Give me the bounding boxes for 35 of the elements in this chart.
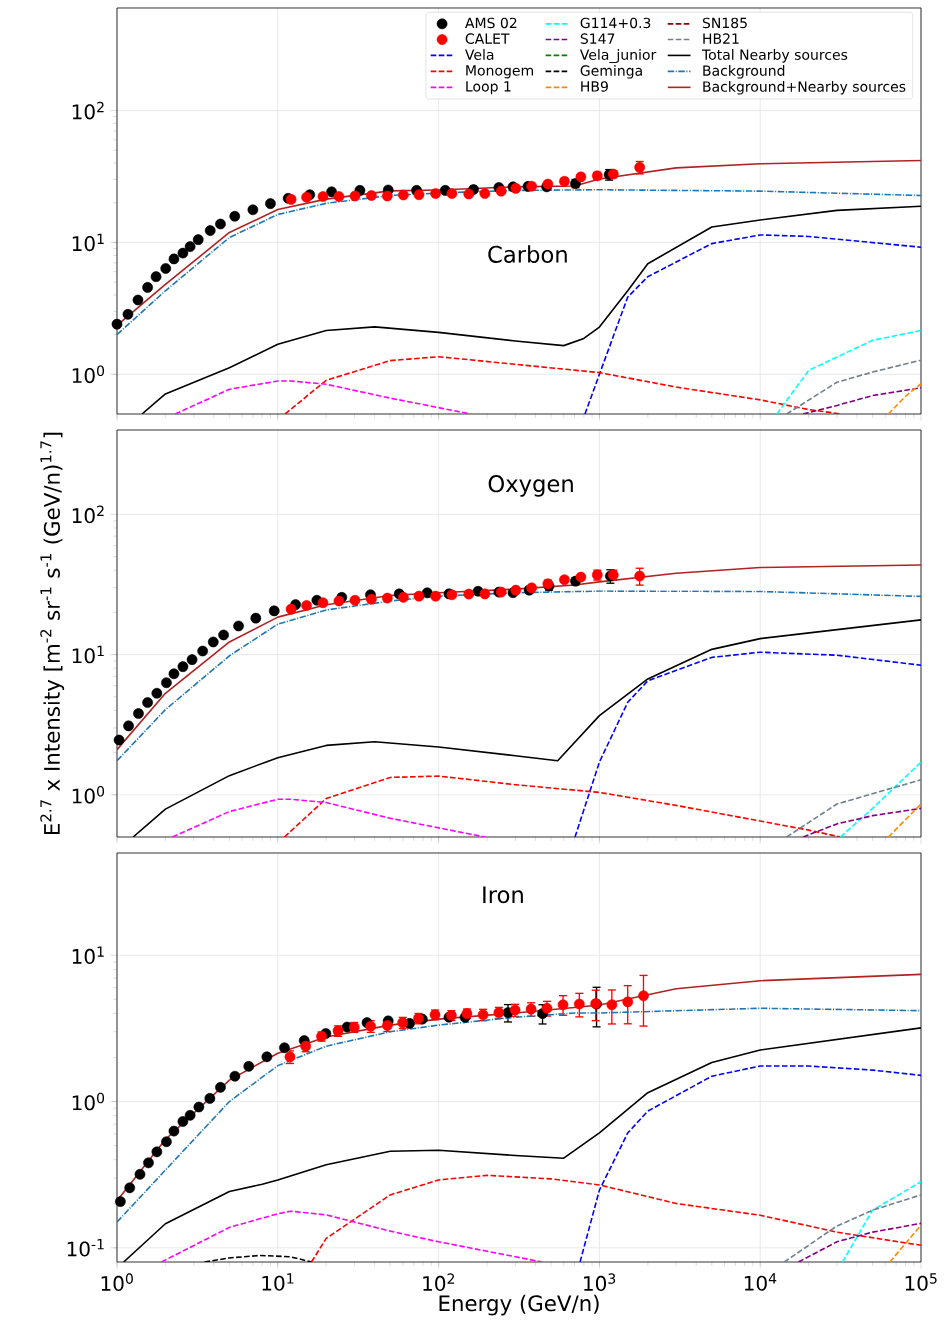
legend-label: AMS 02 bbox=[465, 17, 517, 29]
text: Oxygen bbox=[488, 475, 573, 497]
legend-label: Loop 1 bbox=[466, 81, 511, 95]
y-tick-label: 10$^{1}$ bbox=[72, 645, 104, 664]
legend-label: Vela bbox=[465, 49, 494, 60]
text: Carbon bbox=[488, 245, 567, 263]
legend-label: S147 bbox=[580, 33, 615, 44]
legend-label: Geminga bbox=[580, 65, 642, 79]
x-tick-label: 10$^{5}$ bbox=[905, 1273, 937, 1291]
x-tick-label: 10$^{2}$ bbox=[423, 1273, 455, 1291]
text: Iron bbox=[483, 886, 523, 904]
legend-label: CALET bbox=[465, 33, 510, 44]
x-tick-label: 10$^{0}$ bbox=[101, 1273, 133, 1291]
legend-label: Monogem bbox=[466, 65, 533, 79]
y-tick-label: 10$^{0}$ bbox=[72, 1092, 105, 1111]
x-axis-title: Energy (GeV/n) bbox=[439, 1294, 599, 1316]
y-tick-label: 10$^{2}$ bbox=[72, 101, 104, 120]
y-tick-label: 10$^{-1}$ bbox=[67, 1239, 104, 1257]
legend-label: HB9 bbox=[581, 81, 608, 92]
text: E$^{2.7}$ x Intensity [m$^{-2}$ sr$^{-1}$ s$^{-1}$ (GeV/n)$^{1.7}$] bbox=[40, 432, 65, 834]
y-tick-label: 10$^{2}$ bbox=[72, 505, 104, 524]
y-tick-label: 10$^{0}$ bbox=[72, 785, 105, 804]
x-tick-label: 10$^{1}$ bbox=[262, 1273, 294, 1291]
y-tick-label: 10$^{0}$ bbox=[72, 365, 105, 384]
legend-label: HB21 bbox=[703, 33, 739, 44]
legend-label: SN185 bbox=[702, 17, 747, 29]
legend-label: Total Nearby sources bbox=[701, 49, 848, 63]
x-tick-label: 10$^{3}$ bbox=[584, 1273, 616, 1291]
legend-label: Vela_junior bbox=[579, 49, 657, 64]
legend-label: Background bbox=[703, 65, 785, 79]
legend-label: Background+Nearby sources bbox=[703, 81, 906, 95]
legend-label: G114+0.3 bbox=[580, 17, 651, 29]
x-tick-label: 10$^{4}$ bbox=[744, 1273, 777, 1291]
y-tick-label: 10$^{1}$ bbox=[72, 946, 104, 964]
y-tick-label: 10$^{1}$ bbox=[72, 233, 104, 252]
